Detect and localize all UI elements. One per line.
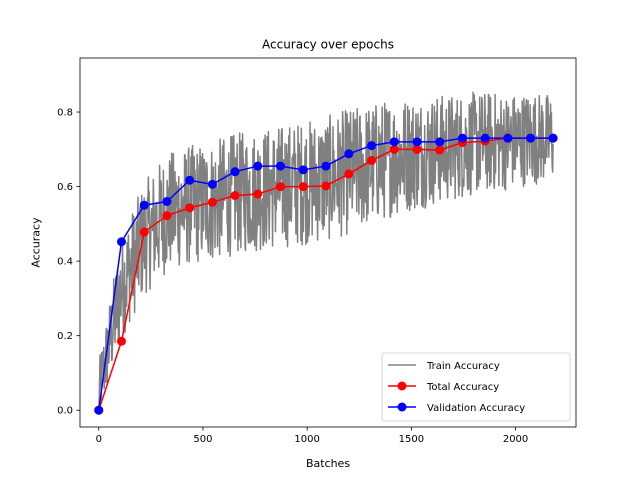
- validation-accuracy-point: [344, 149, 354, 159]
- plot-frame: [79, 57, 577, 428]
- validation-accuracy-point: [162, 197, 172, 206]
- x-tick-label: 500: [193, 434, 212, 445]
- legend-label-total-accuracy: Total Accuracy: [426, 382, 499, 393]
- validation-accuracy-point: [389, 137, 399, 147]
- total-accuracy-point: [230, 191, 240, 201]
- x-tick-label: 1500: [399, 434, 424, 445]
- total-accuracy-point: [185, 203, 195, 213]
- total-accuracy-point: [321, 181, 331, 191]
- legend-label-validation-accuracy: Validation Accuracy: [427, 403, 525, 414]
- validation-accuracy-point: [412, 137, 422, 147]
- y-tick-label: 0.2: [57, 331, 73, 342]
- total-accuracy-point: [116, 336, 126, 346]
- validation-accuracy-point: [367, 141, 377, 151]
- y-tick-label: 0.8: [57, 108, 73, 119]
- y-tick-label: 0.4: [57, 257, 73, 268]
- chart-title: Accuracy over epochs: [262, 38, 394, 52]
- legend-marker-validation-accuracy: [397, 402, 407, 412]
- total-accuracy-point: [162, 211, 172, 221]
- validation-accuracy-point: [457, 133, 467, 143]
- legend: Train Accuracy Total Accuracy Validation…: [381, 352, 571, 422]
- validation-accuracy-point: [94, 405, 104, 415]
- x-axis-label: Batches: [306, 457, 350, 470]
- validation-accuracy-point: [526, 133, 536, 143]
- total-accuracy-point: [253, 189, 263, 199]
- total-accuracy-point: [389, 144, 399, 154]
- total-accuracy-point: [275, 182, 285, 192]
- validation-accuracy-point: [548, 133, 558, 143]
- validation-accuracy-point: [298, 165, 308, 175]
- x-axis: 0 500 1000 1500 2000: [96, 427, 528, 445]
- total-accuracy-point: [344, 169, 354, 179]
- validation-accuracy-point: [230, 167, 240, 177]
- y-axis: 0.0 0.2 0.4 0.6 0.8: [57, 108, 80, 417]
- validation-accuracy-point: [321, 161, 331, 171]
- total-accuracy-point: [139, 227, 149, 237]
- x-tick-label: 2000: [503, 434, 528, 445]
- plot-area: [94, 91, 558, 415]
- validation-accuracy-point: [275, 161, 285, 171]
- total-accuracy-point: [298, 182, 308, 192]
- validation-accuracy-point: [435, 137, 445, 147]
- validation-accuracy-point: [480, 133, 490, 143]
- validation-accuracy-point: [116, 237, 126, 247]
- x-tick-label: 0: [96, 434, 102, 445]
- validation-accuracy-point: [185, 175, 195, 185]
- legend-label-train-accuracy: Train Accuracy: [426, 361, 500, 372]
- legend-marker-total-accuracy: [397, 381, 407, 391]
- x-tick-label: 1000: [294, 434, 319, 445]
- y-axis-label: Accuracy: [30, 217, 43, 268]
- validation-accuracy-point: [253, 161, 263, 171]
- total-accuracy-point: [207, 197, 217, 207]
- validation-accuracy-point: [139, 200, 149, 210]
- total-accuracy-point: [412, 144, 422, 154]
- validation-accuracy-point: [503, 133, 513, 143]
- legend-box: [381, 352, 571, 422]
- validation-accuracy-point: [207, 179, 217, 189]
- total-accuracy-point: [367, 156, 377, 165]
- total-accuracy-point: [435, 145, 445, 155]
- y-tick-label: 0.0: [57, 406, 73, 417]
- y-tick-label: 0.6: [57, 182, 73, 193]
